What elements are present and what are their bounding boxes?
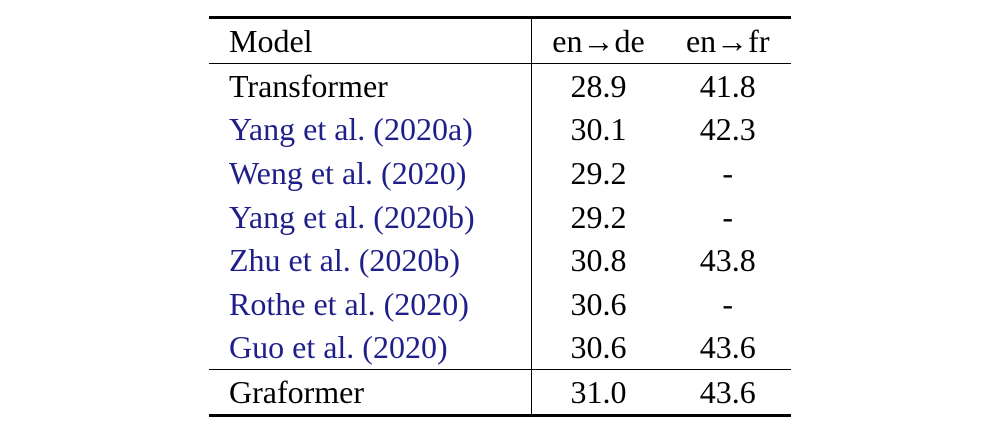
score-en-de: 28.9 [570, 67, 627, 104]
table-body: Transformer 28.9 41.8 Yang et al. (2020a… [209, 63, 791, 416]
model-name: Graformer [209, 369, 533, 416]
citation-link[interactable]: Rothe et al. (2020) [229, 285, 469, 322]
citation-link[interactable]: Yang et al. (2020b) [229, 198, 475, 235]
table-row: Weng et al. (2020) 29.2 - [209, 151, 791, 195]
model-name: Transformer [209, 63, 533, 108]
header-model: Model [209, 17, 533, 64]
citation-link[interactable]: Guo et al. (2020) [229, 329, 448, 366]
score-en-fr: 43.6 [699, 373, 756, 410]
table-row: Yang et al. (2020b) 29.2 - [209, 194, 791, 239]
header-en-fr: en→fr [685, 23, 770, 59]
table-row: Rothe et al. (2020) 30.6 - [209, 281, 791, 326]
model-cell: Zhu et al. (2020b) [209, 238, 533, 282]
score-en-de: 30.6 [570, 329, 627, 366]
header-row: Model en→de en→fr [209, 17, 791, 64]
score-en-de: 30.1 [570, 111, 627, 148]
header-en-de: en→de [552, 23, 645, 59]
score-en-fr: 41.8 [699, 67, 756, 104]
score-en-de: 29.2 [570, 154, 627, 191]
score-en-de: 30.8 [570, 242, 627, 279]
table-row: Zhu et al. (2020b) 30.8 43.8 [209, 238, 791, 282]
model-cell: Yang et al. (2020b) [209, 194, 533, 239]
score-en-fr: - [722, 154, 734, 191]
score-en-fr: 42.3 [699, 111, 756, 148]
model-cell: Yang et al. (2020a) [209, 107, 533, 152]
score-en-de: 30.6 [570, 285, 627, 322]
table-header: Model en→de en→fr [209, 17, 791, 64]
citation-link[interactable]: Weng et al. (2020) [229, 154, 467, 191]
model-cell: Rothe et al. (2020) [209, 281, 533, 326]
model-cell: Guo et al. (2020) [209, 325, 533, 370]
results-table: Model en→de en→fr Transformer 28.9 41.8 … [209, 16, 791, 417]
score-en-fr: - [722, 198, 734, 235]
table-row: Transformer 28.9 41.8 [209, 63, 791, 108]
score-en-de-best: 31.0 [570, 373, 627, 410]
table-row: Graformer 31.0 43.6 [209, 369, 791, 416]
score-en-fr: - [722, 285, 734, 322]
model-cell: Weng et al. (2020) [209, 151, 533, 195]
score-en-de: 29.2 [570, 198, 627, 235]
citation-link[interactable]: Yang et al. (2020a) [229, 111, 473, 148]
score-en-fr-best: 43.8 [699, 242, 756, 279]
table-row: Guo et al. (2020) 30.6 43.6 [209, 325, 791, 370]
citation-link[interactable]: Zhu et al. (2020b) [229, 242, 461, 279]
table-row: Yang et al. (2020a) 30.1 42.3 [209, 107, 791, 152]
score-en-fr: 43.6 [699, 329, 756, 366]
